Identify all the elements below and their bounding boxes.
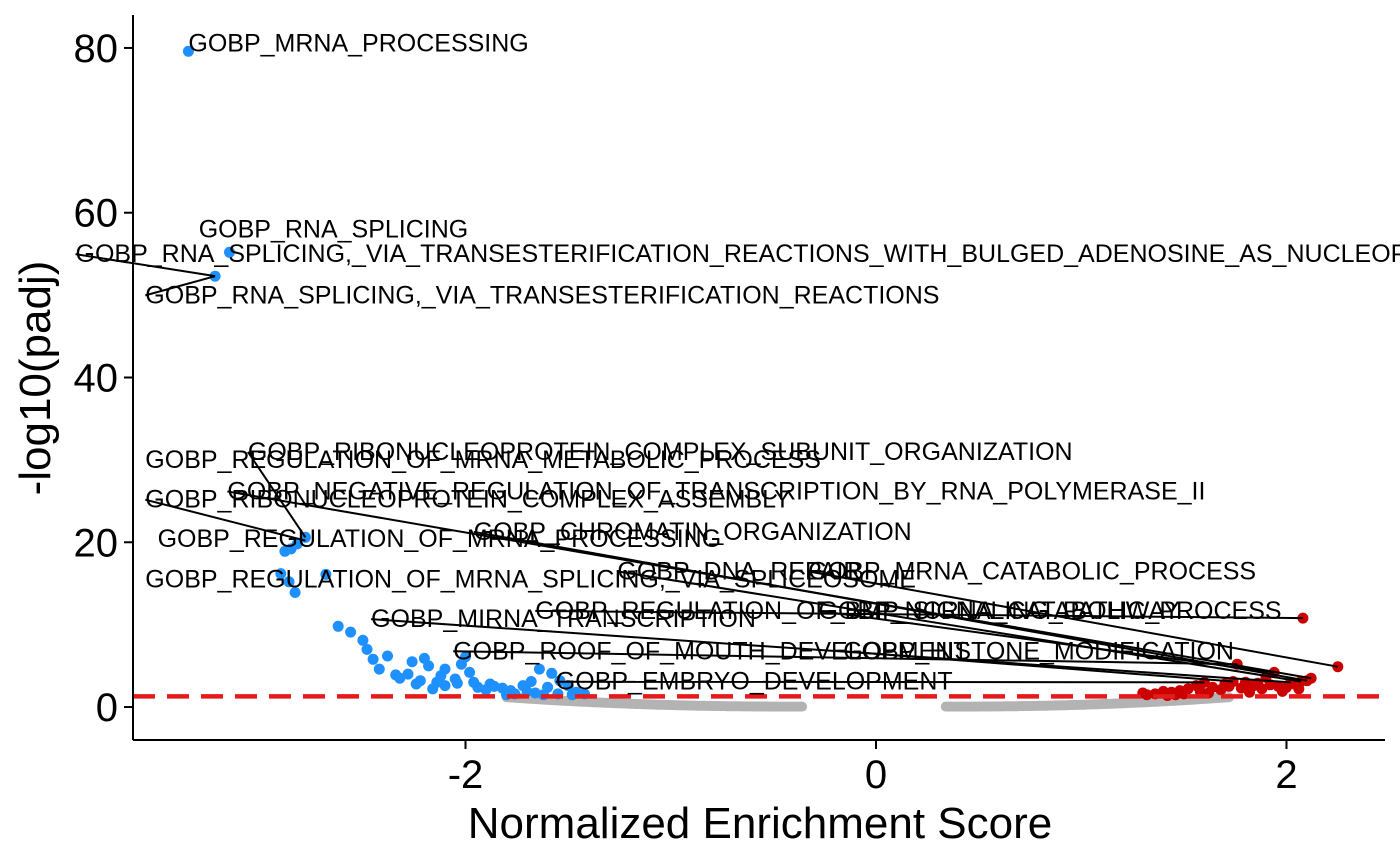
label-leader-line bbox=[535, 609, 1303, 620]
point-label: GOBP_CHROMATIN_ORGANIZATION bbox=[474, 518, 912, 546]
down-regulated-point bbox=[279, 545, 291, 557]
label-leader-line bbox=[75, 253, 216, 278]
point-label: GOBP_EMBRYO_DEVELOPMENT bbox=[556, 668, 953, 696]
ns-point bbox=[797, 701, 808, 712]
up-regulated-point bbox=[1223, 680, 1235, 692]
point-label: GOBP_ROOF_OF_MOUTH_DEVELOPMENT bbox=[453, 637, 968, 665]
point-label: GOBP_MRNA_CATABOLIC_PROCESS bbox=[808, 557, 1256, 585]
down-regulated-point bbox=[320, 568, 332, 580]
down-regulated-point bbox=[455, 658, 467, 670]
label-leader-line bbox=[818, 609, 1275, 674]
down-regulated-point bbox=[345, 626, 357, 638]
x-tick-label: 0 bbox=[865, 753, 887, 797]
y-tick-label: 0 bbox=[96, 686, 118, 730]
down-regulated-point bbox=[182, 45, 194, 57]
point-label: GOBP_DNA_REPAIR bbox=[617, 557, 861, 585]
down-regulated-point bbox=[464, 666, 476, 678]
down-regulated-point bbox=[484, 678, 496, 690]
up-regulated-point bbox=[1235, 682, 1247, 694]
label-leader-line bbox=[473, 530, 1308, 682]
label-leader-line bbox=[371, 618, 1291, 684]
label-leader-line bbox=[555, 680, 1205, 684]
point-label: GOBP_MRNA_PROCESSING bbox=[188, 29, 528, 57]
point-label: GOBP_REGULATION_OF_MRNA_PROCESSING bbox=[158, 525, 722, 553]
point-label: GOBP_RNA_SPLICING,_VIA_TRANSESTERIFICATI… bbox=[145, 281, 939, 309]
up-regulated-point bbox=[1256, 683, 1268, 695]
down-regulated-point bbox=[451, 677, 463, 689]
down-regulated-point bbox=[468, 676, 480, 688]
label-leader-line bbox=[247, 451, 307, 538]
point-label: GOBP_NCRNA_CATABOLIC_PROCESS bbox=[819, 597, 1282, 625]
label-leader-line bbox=[843, 650, 1234, 683]
down-regulated-point bbox=[423, 660, 435, 672]
label-leader-line bbox=[145, 275, 216, 297]
up-regulated-point bbox=[1178, 688, 1190, 700]
up-regulated-point bbox=[1293, 683, 1305, 695]
point-label: GOBP_REGULATION_OF_MRNA_METABOLIC_PROCES… bbox=[145, 446, 821, 474]
y-tick-label: 80 bbox=[74, 27, 119, 71]
up-regulated-point bbox=[1244, 686, 1255, 698]
down-regulated-point bbox=[546, 667, 558, 679]
down-regulated-point bbox=[427, 683, 439, 695]
x-tick-label: 2 bbox=[1275, 753, 1297, 797]
label-leader-line bbox=[453, 650, 1238, 666]
point-label: GOBP_HISTONE_MODIFICATION bbox=[843, 637, 1234, 665]
down-regulated-point bbox=[402, 668, 414, 680]
down-regulated-point bbox=[566, 689, 578, 701]
down-regulated-point bbox=[529, 687, 541, 699]
down-regulated-point bbox=[533, 663, 545, 675]
point-label: GOBP_RIBONUCLEOPROTEIN_COMPLEX_SUBUNIT_O… bbox=[248, 438, 1073, 466]
label-leader-line bbox=[145, 498, 306, 542]
y-tick-label: 60 bbox=[74, 192, 119, 236]
down-regulated-point bbox=[439, 680, 451, 692]
down-regulated-point bbox=[283, 576, 295, 588]
down-regulated-point bbox=[367, 653, 379, 665]
y-tick-label: 40 bbox=[74, 357, 119, 401]
down-regulated-point bbox=[410, 678, 422, 690]
down-regulated-point bbox=[435, 670, 447, 682]
down-regulated-point bbox=[390, 669, 402, 681]
up-regulated-point bbox=[1332, 661, 1344, 673]
down-regulated-point bbox=[361, 643, 373, 655]
down-regulated-point bbox=[554, 675, 566, 687]
down-regulated-point bbox=[332, 620, 344, 632]
point-label: GOBP_RNA_SPLICING bbox=[199, 215, 469, 243]
axes-layer bbox=[132, 15, 1385, 741]
y-axis-title: -log10(padj) bbox=[11, 261, 60, 496]
point-label: GOBP_RNA_SPLICING,_VIA_TRANSESTERIFICATI… bbox=[76, 240, 1400, 268]
point-label: GOBP_NEGATIVE_REGULATION_OF_TRANSCRIPTIO… bbox=[227, 477, 1205, 505]
point-label: GOBP_REGULATION_OF_BMP_SIGNALING_PATHWAY bbox=[535, 597, 1180, 625]
x-tick-label: -2 bbox=[448, 753, 484, 797]
y-tick-label: 20 bbox=[74, 521, 119, 565]
point-labels-layer: GOBP_MRNA_PROCESSINGGOBP_RNA_SPLICINGGOB… bbox=[76, 29, 1400, 695]
point-label: GOBP_RIBONUCLEOPROTEIN_COMPLEX_ASSEMBLY bbox=[145, 486, 791, 514]
down-regulated-point bbox=[373, 663, 385, 675]
down-regulated-point bbox=[406, 656, 418, 668]
leader-lines-layer bbox=[75, 253, 1338, 684]
down-regulated-point bbox=[275, 568, 287, 580]
down-regulated-point bbox=[224, 246, 235, 258]
points-layer bbox=[182, 45, 1344, 712]
down-regulated-point bbox=[562, 680, 574, 692]
point-label: GOBP_REGULATION_OF_MRNA_SPLICING,_VIA_SP… bbox=[145, 566, 916, 594]
down-regulated-point bbox=[289, 587, 301, 598]
down-regulated-point bbox=[382, 650, 393, 662]
up-regulated-point bbox=[1276, 685, 1288, 697]
x-axis-title: Normalized Enrichment Score bbox=[468, 799, 1052, 848]
down-regulated-point bbox=[357, 634, 369, 646]
down-regulated-point bbox=[525, 676, 537, 687]
point-label: GOBP_MIRNA_TRANSCRIPTION bbox=[371, 605, 756, 633]
label-leader-line bbox=[808, 570, 1338, 668]
